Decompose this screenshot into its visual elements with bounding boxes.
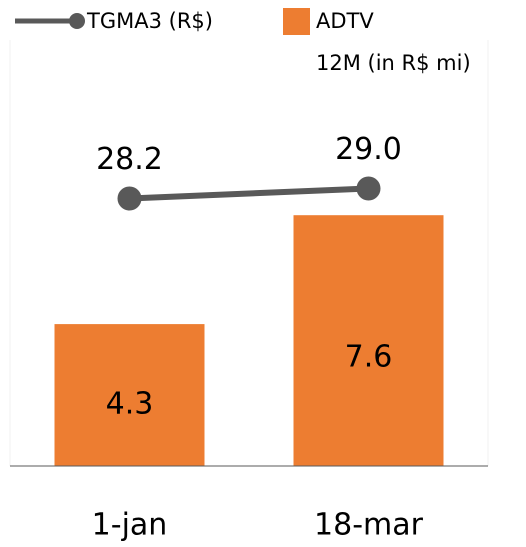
line [129,185,369,202]
legend-label: TGMA3 (R$) [87,9,213,33]
legend-label: ADTV 12M (in R$ mi) [316,9,471,75]
line-marker [117,186,142,211]
line-value-label: 28.2 [96,142,163,177]
bar-value-label: 4.3 [106,386,154,421]
line-marker [356,176,381,201]
bar [293,215,444,466]
bar-value-label: 7.6 [345,340,393,375]
line-value-label: 29.0 [335,132,402,167]
x-tick-label: 1-jan [92,508,168,543]
x-tick-label: 18-mar [314,508,424,543]
legend-swatch [283,8,310,35]
legend-marker [69,13,85,29]
bar [54,324,205,466]
